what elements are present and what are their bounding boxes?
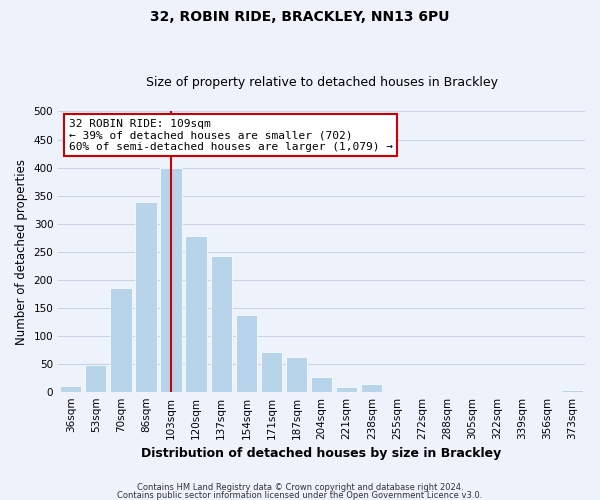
Bar — [562, 390, 583, 392]
Bar — [361, 384, 382, 392]
Y-axis label: Number of detached properties: Number of detached properties — [15, 158, 28, 344]
Bar — [336, 387, 358, 392]
Title: Size of property relative to detached houses in Brackley: Size of property relative to detached ho… — [146, 76, 497, 90]
Bar — [185, 236, 207, 392]
Text: Contains public sector information licensed under the Open Government Licence v3: Contains public sector information licen… — [118, 490, 482, 500]
Text: 32 ROBIN RIDE: 109sqm
← 39% of detached houses are smaller (702)
60% of semi-det: 32 ROBIN RIDE: 109sqm ← 39% of detached … — [69, 118, 393, 152]
Bar — [386, 391, 407, 392]
Bar — [85, 366, 106, 392]
Bar — [311, 377, 332, 392]
Text: Contains HM Land Registry data © Crown copyright and database right 2024.: Contains HM Land Registry data © Crown c… — [137, 484, 463, 492]
Bar — [211, 256, 232, 392]
Bar — [236, 315, 257, 392]
Bar — [110, 288, 131, 392]
Bar — [261, 352, 282, 392]
Bar — [286, 357, 307, 392]
X-axis label: Distribution of detached houses by size in Brackley: Distribution of detached houses by size … — [142, 447, 502, 460]
Bar — [136, 202, 157, 392]
Text: 32, ROBIN RIDE, BRACKLEY, NN13 6PU: 32, ROBIN RIDE, BRACKLEY, NN13 6PU — [150, 10, 450, 24]
Bar — [60, 386, 82, 392]
Bar — [160, 168, 182, 392]
